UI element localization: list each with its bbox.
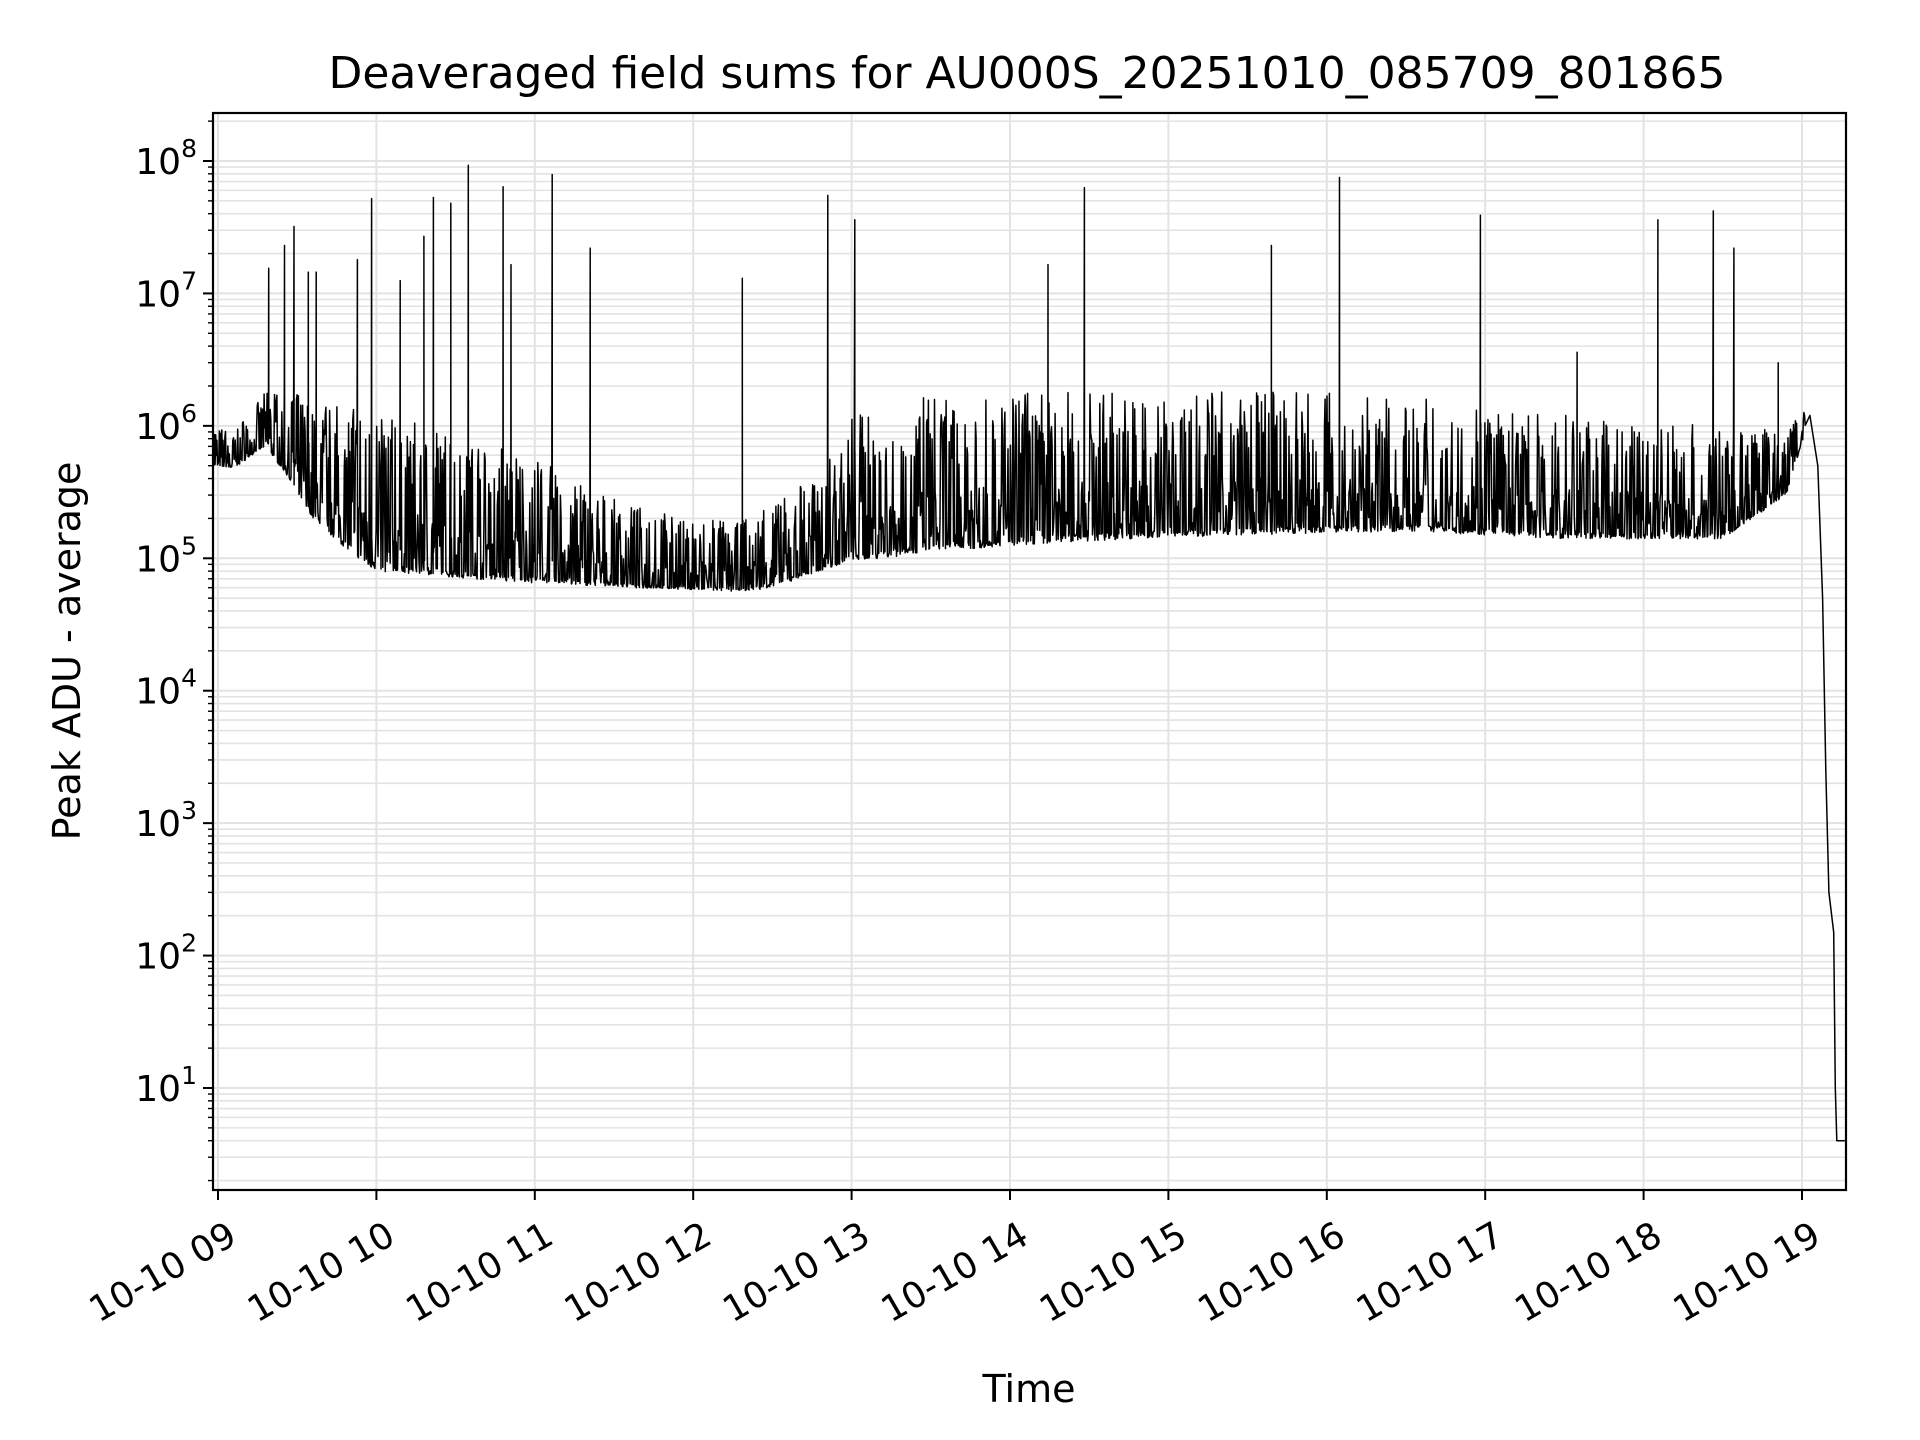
x-tick-label: 10-10 17 [1350, 1214, 1511, 1330]
x-tick-label: 10-10 09 [83, 1214, 244, 1330]
x-tick-label: 10-10 19 [1667, 1214, 1828, 1330]
x-tick-label: 10-10 11 [399, 1214, 560, 1330]
y-tick-label: 105 [135, 531, 197, 580]
y-tick-label: 106 [135, 399, 197, 448]
x-tick-label: 10-10 16 [1191, 1214, 1352, 1330]
y-tick-label: 101 [135, 1061, 197, 1110]
y-axis-label: Peak ADU - average [45, 462, 89, 841]
x-tick-label: 10-10 10 [241, 1214, 402, 1330]
y-tick-label: 103 [135, 796, 197, 845]
x-tick-label: 10-10 14 [875, 1214, 1036, 1330]
y-tick-label: 104 [135, 664, 197, 713]
x-tick-label: 10-10 15 [1033, 1214, 1194, 1330]
series-line [212, 164, 1845, 1142]
chart-title: Deaveraged field sums for AU000S_2025101… [328, 48, 1725, 99]
y-tick-label: 102 [135, 929, 197, 978]
x-axis-label: Time [982, 1367, 1076, 1411]
y-tick-label: 108 [135, 134, 197, 183]
y-tick-label: 107 [135, 266, 197, 315]
x-tick-label: 10-10 13 [716, 1214, 877, 1330]
series-layer [212, 164, 1845, 1142]
x-tick-label: 10-10 18 [1508, 1214, 1669, 1330]
grid [213, 113, 1846, 1190]
x-tick-label: 10-10 12 [558, 1214, 719, 1330]
